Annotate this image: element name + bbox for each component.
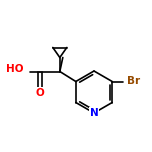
Text: O: O — [35, 88, 44, 97]
Text: Br: Br — [127, 76, 140, 85]
Text: N: N — [90, 108, 98, 118]
Text: HO: HO — [6, 64, 24, 74]
